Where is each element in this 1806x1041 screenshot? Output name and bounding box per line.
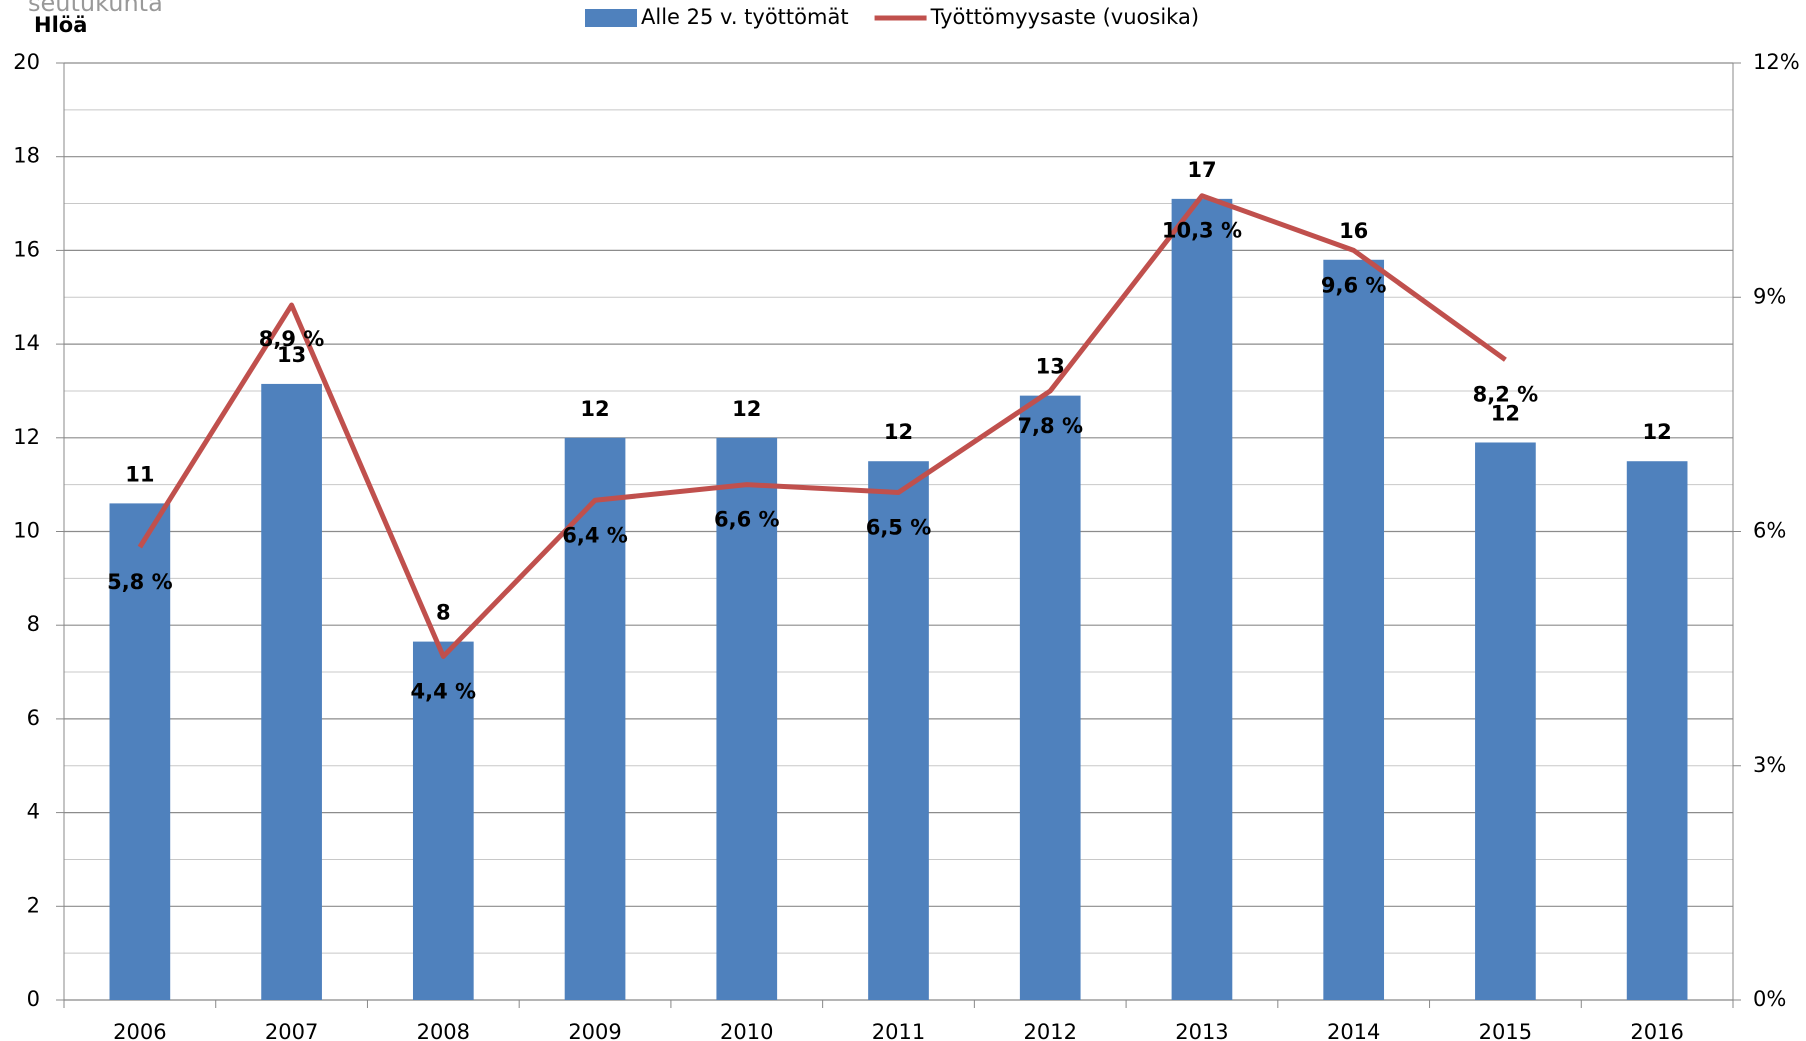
y-tick-label: 2 (27, 893, 40, 917)
bar-value-label: 8 (436, 601, 451, 625)
x-tick-label: 2006 (113, 1020, 166, 1041)
x-tick-label: 2007 (265, 1020, 318, 1041)
bar-value-label: 17 (1187, 158, 1216, 182)
bar-value-label: 12 (1491, 401, 1520, 425)
bar (109, 503, 171, 1000)
y-tick-label: 16 (13, 237, 40, 261)
x-tick-label: 2014 (1327, 1020, 1380, 1041)
line-value-label: 6,5 % (866, 515, 932, 539)
y-tick-label: 18 (13, 144, 40, 168)
bar (1171, 198, 1233, 1001)
y2-tick-label: 0% (1753, 987, 1786, 1011)
line-value-label: 5,8 % (107, 570, 173, 594)
y-tick-label: 6 (27, 706, 40, 730)
line-value-label: 8,9 % (259, 327, 325, 351)
x-tick-label: 2011 (872, 1020, 925, 1041)
y-tick-label: 0 (27, 987, 40, 1011)
bar (1626, 461, 1688, 1001)
x-tick-label: 2012 (1024, 1020, 1077, 1041)
line-value-label: 6,4 % (562, 523, 628, 547)
x-tick-label: 2013 (1175, 1020, 1228, 1041)
x-tick-label: 2015 (1479, 1020, 1532, 1041)
y-tick-label: 20 (13, 50, 40, 74)
bar (716, 437, 778, 1000)
x-tick-label: 2010 (720, 1020, 773, 1041)
y-tick-label: 8 (27, 612, 40, 636)
y-tick-label: 12 (13, 425, 40, 449)
title-fragment: seutukunta (28, 0, 163, 17)
bar-value-label: 12 (1643, 420, 1672, 444)
line-value-label: 9,6 % (1321, 273, 1387, 297)
bar (412, 641, 474, 1000)
bar-value-label: 12 (580, 397, 609, 421)
y2-tick-label: 6% (1753, 519, 1786, 543)
line-value-label: 8,2 % (1473, 383, 1539, 407)
bar (868, 461, 929, 1001)
bar-value-label: 16 (1339, 219, 1368, 243)
y2-tick-label: 3% (1753, 753, 1786, 777)
y-tick-label: 10 (13, 519, 40, 543)
y-axis-label: Hlöä (34, 13, 87, 37)
legend-swatch (585, 9, 637, 27)
line-value-label: 6,6 % (714, 508, 780, 532)
line-value-label: 4,4 % (411, 679, 477, 703)
bar-value-label: 12 (732, 397, 761, 421)
y-tick-label: 4 (27, 800, 40, 824)
x-tick-label: 2016 (1630, 1020, 1683, 1041)
x-tick-label: 2009 (568, 1020, 621, 1041)
bar (1475, 442, 1536, 1000)
bar (1019, 395, 1081, 1000)
y-tick-label: 14 (13, 331, 40, 355)
bar-value-label: 13 (277, 343, 306, 367)
bar (564, 437, 626, 1000)
line-value-label: 10,3 % (1162, 219, 1242, 243)
x-tick-label: 2008 (417, 1020, 470, 1041)
legend-label: Alle 25 v. työttömät (641, 5, 849, 29)
bar-value-label: 12 (884, 420, 913, 444)
line (137, 193, 1507, 659)
bar-value-label: 11 (125, 462, 154, 486)
bar (261, 383, 322, 1000)
y2-tick-label: 9% (1753, 284, 1786, 308)
legend-label: Työttömyysaste (vuosika) (930, 5, 1199, 29)
line-value-label: 7,8 % (1017, 414, 1083, 438)
bar (1323, 259, 1385, 1000)
y2-tick-label: 12% (1753, 50, 1800, 74)
